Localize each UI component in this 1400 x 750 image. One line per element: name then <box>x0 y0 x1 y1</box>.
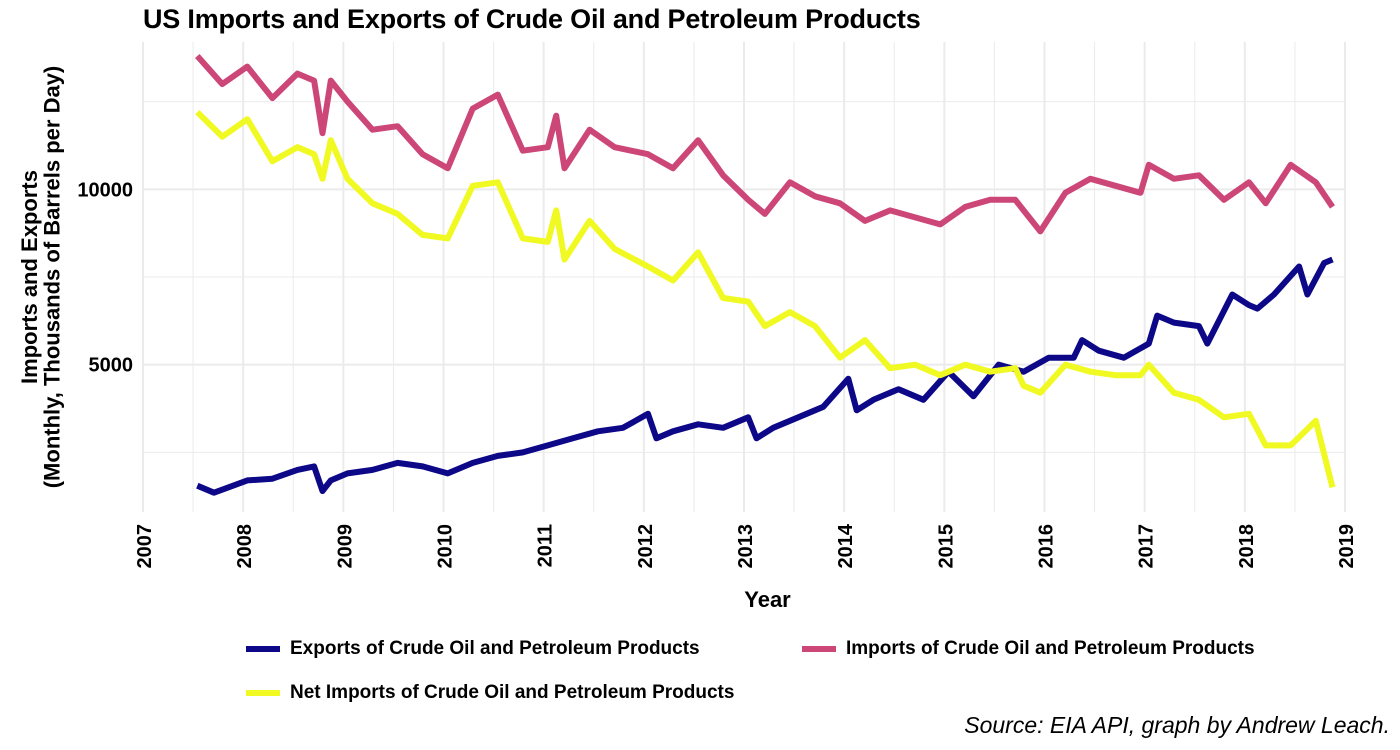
x-axis-ticks: 2007 2008 2009 2010 2011 2012 2013 2014 2015 2016… <box>134 523 1358 568</box>
x-tick-label: 2007 <box>134 524 156 569</box>
legend-swatch-net-imports <box>246 690 280 696</box>
x-tick-label: 2008 <box>234 524 256 569</box>
legend-item-exports: Exports of Crude Oil and Petroleum Produ… <box>246 632 700 666</box>
x-tick-label: 2019 <box>1336 524 1358 569</box>
x-tick-label: 2017 <box>1136 524 1158 569</box>
legend-swatch-imports <box>802 646 836 652</box>
series-line-imports <box>195 54 1335 235</box>
legend-label-exports: Exports of Crude Oil and Petroleum Produ… <box>290 638 700 659</box>
legend-label-net-imports: Net Imports of Crude Oil and Petroleum P… <box>290 682 735 703</box>
x-tick-label: 2014 <box>835 523 857 568</box>
source-caption: Source: EIA API, graph by Andrew Leach. <box>964 712 1390 738</box>
legend-swatch-exports <box>246 646 280 652</box>
x-axis-label: Year <box>744 587 791 612</box>
x-tick-label: 2018 <box>1236 524 1258 569</box>
chart-title: US Imports and Exports of Crude Oil and … <box>143 4 921 34</box>
y-tick-label: 5000 <box>89 355 134 377</box>
x-tick-label: 2016 <box>1036 524 1058 569</box>
x-tick-label: 2011 <box>535 524 557 567</box>
y-tick-label: 10000 <box>77 179 133 201</box>
y-axis-ticks: 5000 10000 <box>77 179 133 376</box>
series-line-net-imports <box>195 109 1336 489</box>
series-line-exports <box>196 256 1334 496</box>
legend-label-imports: Imports of Crude Oil and Petroleum Produ… <box>846 638 1255 659</box>
x-tick-label: 2015 <box>935 524 957 569</box>
x-tick-label: 2012 <box>635 524 657 569</box>
x-tick-label: 2010 <box>435 524 457 569</box>
legend-item-net-imports: Net Imports of Crude Oil and Petroleum P… <box>246 676 734 710</box>
legend: Exports of Crude Oil and Petroleum Produ… <box>246 632 1366 722</box>
series-lines <box>195 54 1336 496</box>
x-tick-label: 2013 <box>735 524 757 569</box>
legend-item-imports: Imports of Crude Oil and Petroleum Produ… <box>802 632 1255 666</box>
x-tick-label: 2009 <box>334 524 356 569</box>
